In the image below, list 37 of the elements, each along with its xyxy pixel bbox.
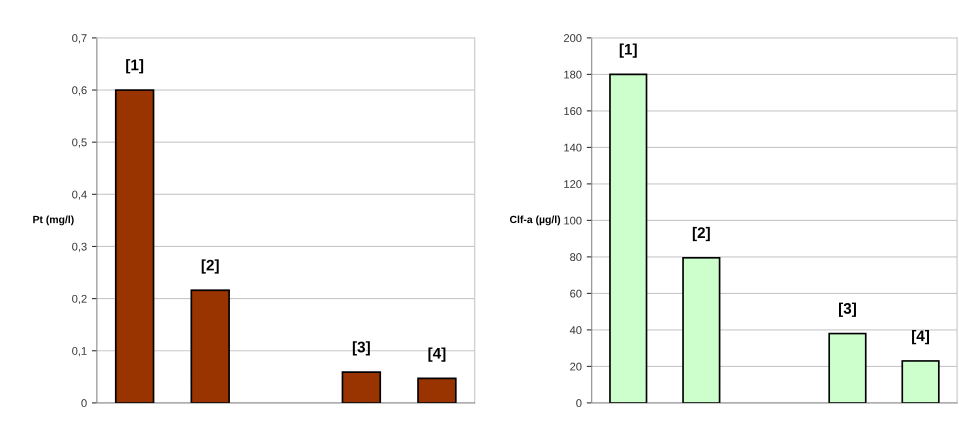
- y-tick-label: 0,1: [72, 347, 87, 356]
- annotation: [2]: [202, 259, 219, 274]
- annotation: [1]: [126, 59, 144, 74]
- annotation: [4]: [428, 347, 446, 362]
- annotation: [1]: [620, 43, 637, 58]
- y-tick-label: 20: [570, 362, 582, 371]
- y-tick-label: 180: [564, 70, 582, 79]
- bar: [828, 332, 867, 403]
- y-tick-label: 0,5: [72, 138, 87, 148]
- y-tick-label: 0,4: [72, 190, 87, 200]
- y-tick-label: 60: [570, 290, 582, 298]
- y-tick-label: 0: [81, 399, 87, 408]
- y-tick-label: 0,6: [72, 86, 87, 96]
- y-tick-label: 40: [570, 326, 582, 334]
- y-tick-label: 0: [576, 399, 582, 408]
- annotation: [3]: [352, 341, 370, 356]
- y-tick-label: 200: [564, 34, 582, 42]
- y-axis-title: Pt (mg/l): [33, 216, 74, 226]
- y-tick-label: 140: [564, 144, 582, 152]
- annotation: [4]: [912, 330, 930, 344]
- bar: [190, 289, 230, 403]
- bar: [114, 89, 154, 403]
- y-tick-label: 0,7: [72, 34, 87, 44]
- bar: [901, 360, 940, 403]
- bar: [417, 378, 457, 403]
- y-tick-label: 0,2: [72, 294, 87, 304]
- y-tick-label: 120: [564, 180, 582, 188]
- annotation: [2]: [692, 226, 710, 242]
- y-tick-label: 100: [564, 216, 582, 225]
- y-axis-title: Clf-a (µg/l): [510, 216, 560, 226]
- annotation: [3]: [838, 302, 856, 317]
- bar: [609, 74, 648, 403]
- y-tick-label: 0,3: [72, 242, 87, 252]
- bar: [342, 371, 382, 403]
- y-tick-label: 80: [570, 253, 582, 262]
- bar: [682, 256, 720, 403]
- y-tick-label: 160: [564, 107, 582, 116]
